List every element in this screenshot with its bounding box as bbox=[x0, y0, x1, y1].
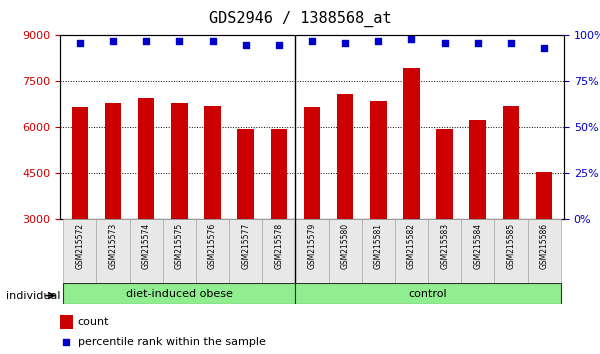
Point bbox=[440, 40, 449, 46]
FancyBboxPatch shape bbox=[64, 219, 97, 283]
Bar bbox=[337, 94, 353, 219]
Text: percentile rank within the sample: percentile rank within the sample bbox=[77, 337, 266, 348]
Text: GSM215584: GSM215584 bbox=[473, 223, 482, 269]
Bar bbox=[105, 103, 121, 219]
Point bbox=[241, 42, 250, 47]
Bar bbox=[171, 103, 188, 219]
FancyBboxPatch shape bbox=[163, 219, 196, 283]
FancyBboxPatch shape bbox=[130, 219, 163, 283]
FancyBboxPatch shape bbox=[395, 219, 428, 283]
Bar bbox=[271, 129, 287, 219]
FancyBboxPatch shape bbox=[527, 219, 560, 283]
Bar bbox=[60, 315, 73, 329]
Bar bbox=[238, 129, 254, 219]
Bar bbox=[503, 106, 519, 219]
Text: GSM215574: GSM215574 bbox=[142, 223, 151, 269]
FancyBboxPatch shape bbox=[362, 219, 395, 283]
FancyBboxPatch shape bbox=[295, 283, 560, 304]
Point bbox=[473, 40, 482, 46]
Text: GSM215583: GSM215583 bbox=[440, 223, 449, 269]
Text: GDS2946 / 1388568_at: GDS2946 / 1388568_at bbox=[209, 11, 391, 27]
Text: GSM215581: GSM215581 bbox=[374, 223, 383, 269]
Point bbox=[108, 38, 118, 44]
Point bbox=[307, 38, 317, 44]
Point bbox=[340, 40, 350, 46]
Point bbox=[274, 42, 284, 47]
FancyBboxPatch shape bbox=[295, 219, 329, 283]
Point bbox=[208, 38, 217, 44]
FancyBboxPatch shape bbox=[494, 219, 527, 283]
FancyBboxPatch shape bbox=[329, 219, 362, 283]
FancyBboxPatch shape bbox=[229, 219, 262, 283]
FancyBboxPatch shape bbox=[428, 219, 461, 283]
FancyBboxPatch shape bbox=[196, 219, 229, 283]
Text: GSM215586: GSM215586 bbox=[539, 223, 548, 269]
Point bbox=[407, 36, 416, 42]
Text: GSM215575: GSM215575 bbox=[175, 223, 184, 269]
Bar bbox=[204, 106, 221, 219]
Point bbox=[142, 38, 151, 44]
Bar bbox=[138, 98, 154, 219]
Bar bbox=[403, 68, 420, 219]
Point bbox=[506, 40, 516, 46]
Bar bbox=[370, 101, 386, 219]
Bar bbox=[469, 120, 486, 219]
Point bbox=[75, 40, 85, 46]
Text: GSM215579: GSM215579 bbox=[308, 223, 317, 269]
FancyBboxPatch shape bbox=[97, 219, 130, 283]
Point bbox=[362, 224, 372, 229]
Bar bbox=[71, 108, 88, 219]
Text: GSM215577: GSM215577 bbox=[241, 223, 250, 269]
Text: GSM215582: GSM215582 bbox=[407, 223, 416, 269]
Text: control: control bbox=[409, 289, 448, 299]
Point bbox=[539, 45, 549, 51]
Text: GSM215585: GSM215585 bbox=[506, 223, 515, 269]
Bar bbox=[304, 108, 320, 219]
Text: GSM215576: GSM215576 bbox=[208, 223, 217, 269]
FancyBboxPatch shape bbox=[64, 283, 295, 304]
Bar bbox=[436, 129, 453, 219]
Bar bbox=[536, 172, 553, 219]
Text: GSM215580: GSM215580 bbox=[341, 223, 350, 269]
Text: GSM215572: GSM215572 bbox=[76, 223, 85, 269]
FancyBboxPatch shape bbox=[262, 219, 295, 283]
Text: diet-induced obese: diet-induced obese bbox=[126, 289, 233, 299]
Point bbox=[175, 38, 184, 44]
Point bbox=[374, 38, 383, 44]
Text: GSM215578: GSM215578 bbox=[274, 223, 283, 269]
Text: GSM215573: GSM215573 bbox=[109, 223, 118, 269]
FancyBboxPatch shape bbox=[461, 219, 494, 283]
Text: individual: individual bbox=[6, 291, 61, 301]
Text: count: count bbox=[77, 317, 109, 327]
